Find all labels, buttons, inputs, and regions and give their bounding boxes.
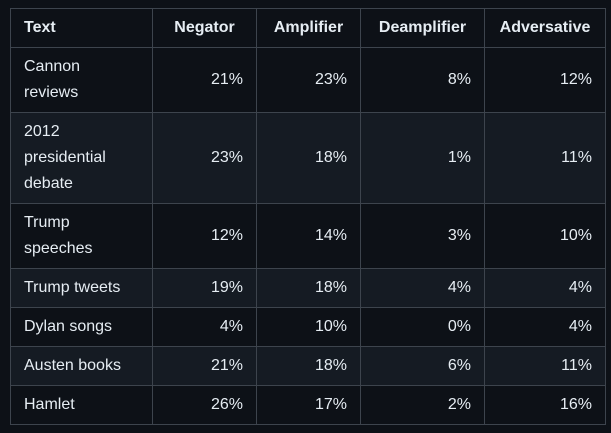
cell-text-line: presidential <box>24 149 106 166</box>
cell-adversative: 10% <box>484 203 606 269</box>
header-row: Text Negator Amplifier Deamplifier Adver… <box>10 8 606 48</box>
cell-deamplifier: 4% <box>360 268 485 308</box>
cell-negator: 23% <box>152 112 257 204</box>
header-text: Text <box>10 8 153 48</box>
cell-deamplifier: 8% <box>360 47 485 113</box>
cell-text: Austen books <box>10 346 153 386</box>
cell-text-line: Hamlet <box>24 396 75 413</box>
cell-negator: 26% <box>152 385 257 425</box>
cell-adversative: 11% <box>484 112 606 204</box>
cell-amplifier: 18% <box>256 346 361 386</box>
cell-deamplifier: 1% <box>360 112 485 204</box>
cell-deamplifier: 0% <box>360 307 485 347</box>
header-amplifier: Amplifier <box>256 8 361 48</box>
cell-amplifier: 18% <box>256 112 361 204</box>
cell-amplifier: 23% <box>256 47 361 113</box>
cell-negator: 12% <box>152 203 257 269</box>
header-adversative: Adversative <box>484 8 606 48</box>
cell-text: Dylan songs <box>10 307 153 347</box>
cell-text-line: speeches <box>24 240 93 257</box>
cell-negator: 21% <box>152 346 257 386</box>
table-row: Trump speeches 12% 14% 3% 10% <box>10 203 606 269</box>
cell-text-line: Cannon <box>24 58 81 75</box>
cell-deamplifier: 6% <box>360 346 485 386</box>
cell-adversative: 11% <box>484 346 606 386</box>
cell-negator: 21% <box>152 47 257 113</box>
table-row: Cannon reviews 21% 23% 8% 12% <box>10 47 606 113</box>
cell-text: Cannon reviews <box>10 47 153 113</box>
cell-amplifier: 17% <box>256 385 361 425</box>
cell-deamplifier: 3% <box>360 203 485 269</box>
cell-text: Trump speeches <box>10 203 153 269</box>
table-row: Hamlet 26% 17% 2% 16% <box>10 385 606 425</box>
cell-amplifier: 18% <box>256 268 361 308</box>
cell-text: 2012 presidential debate <box>10 112 153 204</box>
data-table: Text Negator Amplifier Deamplifier Adver… <box>10 8 606 425</box>
cell-text: Trump tweets <box>10 268 153 308</box>
header-negator: Negator <box>152 8 257 48</box>
cell-negator: 4% <box>152 307 257 347</box>
cell-text-line: Trump <box>24 214 70 231</box>
cell-text-line: Austen books <box>24 357 121 374</box>
cell-text-line: reviews <box>24 84 79 101</box>
cell-text-line: debate <box>24 175 73 192</box>
table-header: Text Negator Amplifier Deamplifier Adver… <box>10 8 606 48</box>
table-row: Austen books 21% 18% 6% 11% <box>10 346 606 386</box>
cell-adversative: 4% <box>484 307 606 347</box>
table-body: Cannon reviews 21% 23% 8% 12% 2012 presidential… <box>10 47 606 425</box>
cell-deamplifier: 2% <box>360 385 485 425</box>
cell-text-line: Dylan songs <box>24 318 113 335</box>
header-deamplifier: Deamplifier <box>360 8 485 48</box>
cell-negator: 19% <box>152 268 257 308</box>
cell-text-line: 2012 <box>24 123 60 140</box>
cell-adversative: 12% <box>484 47 606 113</box>
cell-text-line: Trump tweets <box>24 279 121 296</box>
cell-adversative: 4% <box>484 268 606 308</box>
cell-amplifier: 10% <box>256 307 361 347</box>
cell-adversative: 16% <box>484 385 606 425</box>
table-row: 2012 presidential debate 23% 18% 1% 11% <box>10 112 606 204</box>
table-row: Trump tweets 19% 18% 4% 4% <box>10 268 606 308</box>
table-container: Text Negator Amplifier Deamplifier Adver… <box>10 8 606 425</box>
cell-amplifier: 14% <box>256 203 361 269</box>
cell-text: Hamlet <box>10 385 153 425</box>
table-row: Dylan songs 4% 10% 0% 4% <box>10 307 606 347</box>
